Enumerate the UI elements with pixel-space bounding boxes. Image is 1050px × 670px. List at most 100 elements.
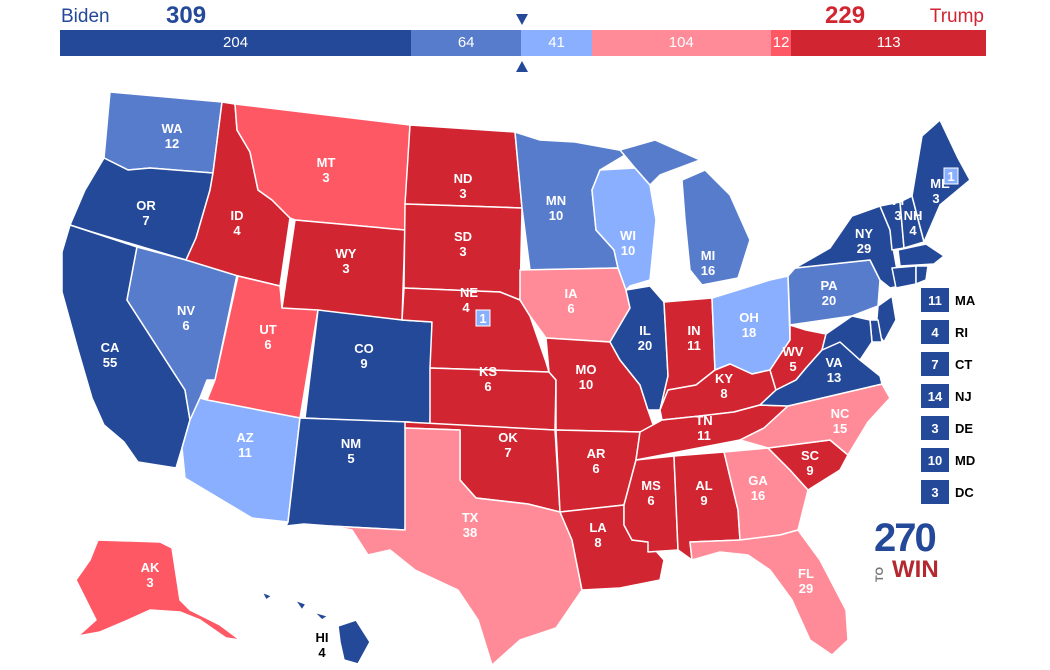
state-ev-sd: 3: [459, 244, 466, 259]
state-il[interactable]: [609, 285, 669, 411]
small-state-de[interactable]: 3 DE: [921, 416, 975, 440]
state-ev-tn: 11: [697, 428, 711, 443]
biden-electoral-total: 309: [166, 2, 207, 29]
state-label-ca: CA: [101, 340, 120, 355]
state-ev-mn: 10: [549, 208, 563, 223]
state-ev-ar: 6: [592, 461, 599, 476]
state-ev-vt: 3: [894, 208, 901, 223]
me-district-box[interactable]: [943, 167, 959, 185]
state-label-hi: HI: [316, 630, 329, 645]
state-ev-ak: 3: [146, 575, 153, 590]
state-ev-pa: 20: [822, 293, 836, 308]
majority-marker-bottom-icon: [516, 61, 528, 72]
small-state-abbr: MA: [955, 292, 976, 308]
state-az[interactable]: [181, 397, 301, 523]
state-co[interactable]: [304, 309, 433, 425]
small-state-ri[interactable]: 4 RI: [921, 320, 975, 344]
state-ev-az: 11: [238, 445, 252, 460]
state-ev-nc: 15: [833, 421, 847, 436]
state-ev-ny: 29: [857, 241, 871, 256]
logo-to: TO: [874, 566, 886, 582]
state-label-ok: OK: [498, 430, 518, 445]
state-ev-ia: 6: [567, 301, 574, 316]
small-state-ma[interactable]: 11 MA: [921, 288, 975, 312]
state-ma[interactable]: [897, 243, 945, 267]
ne-district-box[interactable]: [475, 309, 491, 327]
state-ev-mi: 16: [701, 263, 715, 278]
state-label-ky: KY: [715, 371, 733, 386]
state-ev-wy: 3: [342, 261, 349, 276]
small-state-abbr: DE: [955, 420, 974, 436]
small-state-ct[interactable]: 7 CT: [921, 352, 975, 376]
state-ev-nv: 6: [182, 318, 189, 333]
state-ev-me: 3: [932, 191, 939, 206]
state-label-wi: WI: [620, 228, 636, 243]
trump-label: Trump: [929, 6, 984, 27]
state-label-mo: MO: [576, 362, 597, 377]
state-hi[interactable]: [261, 591, 371, 665]
state-label-ut: UT: [259, 322, 276, 337]
state-ev-hi: 4: [318, 645, 326, 660]
state-label-mi: MI: [701, 248, 715, 263]
state-ev-in: 11: [687, 338, 701, 353]
ne-district-label: 1: [479, 311, 486, 326]
small-state-abbr: MD: [955, 452, 976, 468]
trump-electoral-total: 229: [825, 2, 866, 29]
state-ev-ks: 6: [484, 379, 491, 394]
state-tx[interactable]: [329, 427, 583, 666]
state-label-az: AZ: [236, 430, 253, 445]
state-label-sc: SC: [801, 448, 820, 463]
state-mi[interactable]: [619, 139, 751, 286]
state-md[interactable]: [821, 315, 873, 361]
state-label-mn: MN: [546, 193, 566, 208]
bar-segment: 64: [411, 30, 522, 56]
state-label-pa: PA: [820, 278, 838, 293]
state-ri[interactable]: [915, 265, 929, 285]
state-label-il: IL: [639, 323, 651, 338]
small-state-md[interactable]: 10 MD: [921, 448, 975, 472]
state-ak[interactable]: [75, 539, 241, 641]
state-label-ks: KS: [479, 364, 497, 379]
state-label-nv: NV: [177, 303, 195, 318]
state-label-la: LA: [589, 520, 607, 535]
state-vt[interactable]: [879, 201, 905, 251]
us-electoral-map: WA12OR7CA55NV6ID4MT3WY3UT6AZ11CO9NM5ND3S…: [61, 91, 971, 666]
state-ev-mt: 3: [322, 170, 329, 185]
biden-label: Biden: [61, 6, 110, 27]
small-state-ev: 4: [921, 320, 949, 344]
state-label-ny: NY: [855, 226, 873, 241]
small-state-ev: 10: [921, 448, 949, 472]
state-ev-fl: 29: [799, 581, 813, 596]
small-state-abbr: RI: [955, 324, 968, 340]
state-ct[interactable]: [891, 265, 917, 289]
state-label-nd: ND: [454, 171, 473, 186]
state-label-fl: FL: [798, 566, 814, 581]
state-nm[interactable]: [285, 417, 411, 531]
small-state-abbr: NJ: [955, 388, 972, 404]
state-ne[interactable]: [401, 287, 550, 373]
state-label-id: ID: [231, 208, 244, 223]
state-ev-sc: 9: [806, 463, 813, 478]
state-label-wv: WV: [783, 344, 804, 359]
electoral-vote-bar: 204 64 41 104 12 113: [60, 30, 986, 56]
state-me[interactable]: [911, 119, 971, 243]
state-ev-ms: 6: [647, 493, 654, 508]
state-ev-ne: 4: [462, 300, 470, 315]
state-nc[interactable]: [739, 383, 891, 456]
state-label-ak: AK: [141, 560, 160, 575]
state-ev-wi: 10: [621, 243, 635, 258]
state-label-nm: NM: [341, 436, 361, 451]
state-ev-la: 8: [594, 535, 601, 550]
small-state-dc[interactable]: 3 DC: [921, 480, 975, 504]
state-ia[interactable]: [519, 267, 631, 343]
state-fl[interactable]: [689, 529, 849, 656]
small-state-nj[interactable]: 14 NJ: [921, 384, 975, 408]
state-label-va: VA: [825, 355, 843, 370]
state-ut[interactable]: [206, 275, 319, 419]
state-ev-or: 7: [142, 213, 149, 228]
state-ev-nh: 4: [909, 223, 917, 238]
state-ev-id: 4: [233, 223, 241, 238]
state-ev-ca: 55: [103, 355, 117, 370]
bar-segment: 104: [591, 30, 771, 56]
state-ev-al: 9: [700, 493, 707, 508]
